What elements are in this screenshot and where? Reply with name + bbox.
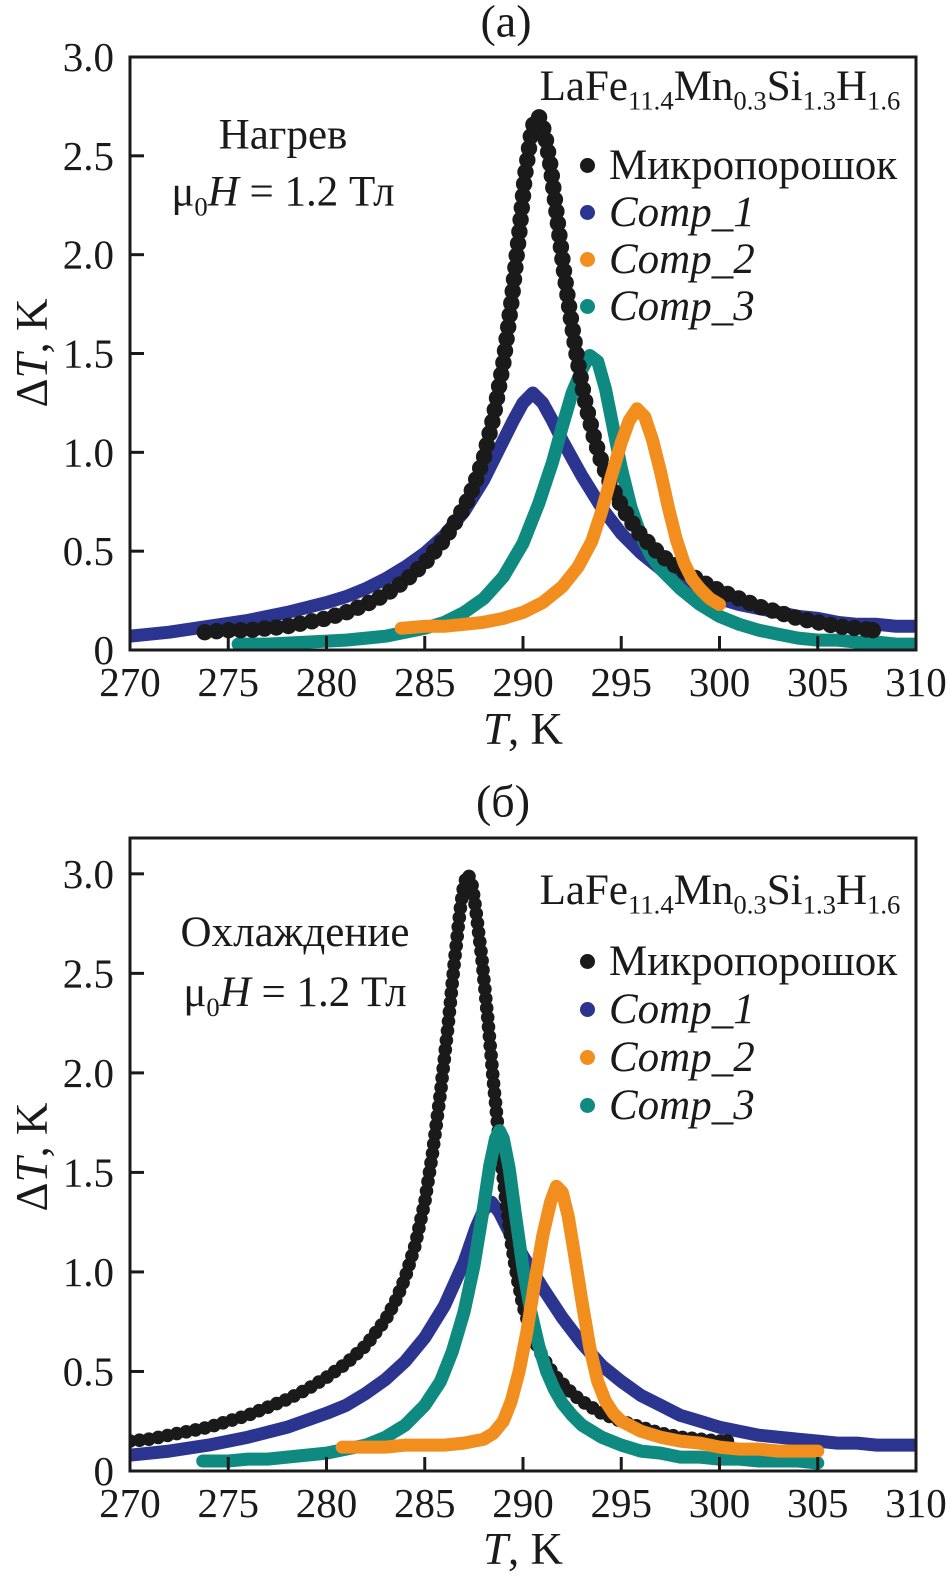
- legend-label: Микропорошок: [609, 141, 898, 189]
- panel-b-annotation-field: μ0H = 1.2 Тл: [183, 969, 407, 1022]
- legend-label: Микропорошок: [609, 938, 898, 986]
- micropowder-marker-icon: [580, 157, 595, 173]
- plot-area: [130, 109, 916, 650]
- y-tick-label: 3.0: [63, 851, 114, 897]
- y-tick-label: 3.0: [63, 34, 114, 80]
- x-tick-label: 290: [492, 1480, 554, 1526]
- panel-a-legend-title: LaFe11.4Mn0.3Si1.3H1.6: [539, 63, 901, 116]
- y-tick-label: 1.5: [63, 331, 114, 377]
- x-tick-label: 295: [591, 659, 653, 705]
- x-tick-label: 310: [885, 659, 947, 705]
- panel-a-annotation-field: μ0H = 1.2 Тл: [171, 168, 395, 222]
- panel-a-x-axis-label: T, K: [482, 704, 564, 754]
- y-tick-label: 2.0: [63, 232, 114, 278]
- legend-item-micropowder: Микропорошок: [522, 938, 918, 986]
- legend-item-micropowder: Микропорошок: [522, 142, 918, 189]
- series-Comp_2: [335, 1179, 825, 1458]
- y-tick-label: 1.0: [63, 429, 114, 475]
- y-tick-label: 1.5: [63, 1149, 114, 1195]
- x-tick-label: 300: [689, 659, 751, 705]
- x-tick-label: 295: [591, 1480, 653, 1526]
- panel-b-legend: LaFe11.4Mn0.3Si1.3H1.6 Микропорошок Comp…: [522, 866, 918, 1130]
- y-tick-label: 0.5: [63, 528, 114, 574]
- panel-a-y-axis-label: ΔT, K: [7, 298, 57, 408]
- comp1-marker-icon: [580, 204, 595, 220]
- x-tick-label: 280: [296, 659, 358, 705]
- x-tick-label: 300: [689, 1480, 751, 1526]
- plot-area: [130, 869, 916, 1470]
- legend-label: Comp_1: [609, 986, 755, 1034]
- legend-item-comp2: Comp_2: [522, 236, 918, 283]
- comp1-marker-icon: [580, 1002, 595, 1018]
- panel-b-annotation-mode: Охлаждение: [180, 909, 410, 957]
- micropowder-marker-icon: [580, 954, 595, 970]
- x-tick-label: 305: [787, 1480, 849, 1526]
- panel-b-x-axis-label: T, K: [482, 1524, 564, 1574]
- chart-panel-1: 270 275 280 285 290 295 300 305 310 0 0.5 1.0 1.5 2.0…: [63, 836, 947, 1526]
- comp2-marker-icon: [580, 251, 595, 267]
- panel-a-legend: LaFe11.4Mn0.3Si1.3H1.6 Микропорошок Comp…: [522, 62, 918, 330]
- legend-label: Comp_1: [609, 188, 755, 236]
- series-Микропорошок: [196, 109, 881, 641]
- x-tick-label: 275: [198, 1480, 260, 1526]
- x-tick-label: 290: [492, 659, 554, 705]
- panel-b-y-axis-label: ΔT, K: [7, 1102, 57, 1212]
- x-tick-label: 285: [394, 1480, 456, 1526]
- y-tick-label: 2.0: [63, 1050, 114, 1096]
- x-tick-label: 270: [99, 659, 161, 705]
- panel-a-annotation: Нагрев μ0H = 1.2 Тл: [171, 107, 394, 236]
- series-Comp_1: [130, 386, 916, 643]
- comp3-marker-icon: [580, 298, 595, 314]
- panel-b-annotation: Охлаждение μ0H = 1.2 Тл: [181, 903, 410, 1037]
- legend-label: Comp_3: [609, 282, 755, 330]
- y-tick-label: 0: [94, 1448, 115, 1494]
- y-tick-label: 1.0: [63, 1249, 114, 1295]
- panel-b-legend-title: LaFe11.4Mn0.3Si1.3H1.6: [539, 867, 901, 920]
- y-tick-label: 0: [94, 627, 115, 673]
- legend-label: Comp_2: [609, 1034, 755, 1082]
- x-tick-label: 275: [198, 659, 260, 705]
- x-tick-label: 305: [787, 659, 849, 705]
- legend-label: Comp_2: [609, 235, 755, 283]
- legend-item-comp1: Comp_1: [522, 189, 918, 236]
- y-tick-label: 2.5: [63, 950, 114, 996]
- panel-a-annotation-mode: Нагрев: [218, 111, 348, 159]
- x-tick-label: 285: [394, 659, 456, 705]
- chart-panel-0: 270 275 280 285 290 295 300 305 310 0 0.5 1.0 1.5 2.0…: [63, 34, 947, 705]
- panel-a-letter: (а): [480, 0, 532, 47]
- legend-item-comp2: Comp_2: [522, 1034, 918, 1082]
- y-tick-label: 2.5: [63, 133, 114, 179]
- x-tick-label: 270: [99, 1480, 161, 1526]
- legend-label: Comp_3: [609, 1082, 755, 1130]
- series-Comp_2: [394, 402, 726, 635]
- legend-item-comp1: Comp_1: [522, 986, 918, 1034]
- legend-item-comp3: Comp_3: [522, 283, 918, 330]
- y-tick-label: 0.5: [63, 1348, 114, 1394]
- comp3-marker-icon: [580, 1098, 595, 1114]
- comp2-marker-icon: [580, 1050, 595, 1066]
- x-tick-label: 310: [885, 1480, 947, 1526]
- x-tick-label: 280: [296, 1480, 358, 1526]
- legend-item-comp3: Comp_3: [522, 1082, 918, 1130]
- panel-b-letter: (б): [475, 775, 531, 827]
